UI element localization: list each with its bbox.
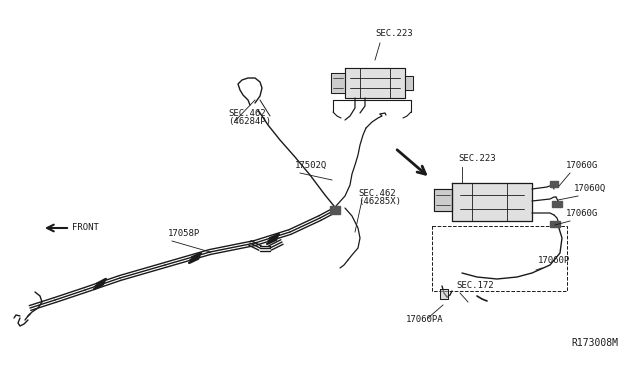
Text: SEC.172: SEC.172 (456, 281, 493, 290)
Polygon shape (405, 76, 413, 90)
Polygon shape (330, 206, 340, 214)
Text: 17502Q: 17502Q (295, 161, 327, 170)
Polygon shape (331, 73, 345, 93)
Text: 17058P: 17058P (168, 229, 200, 238)
Text: SEC.223: SEC.223 (458, 154, 495, 163)
Text: SEC.223: SEC.223 (375, 29, 413, 38)
Polygon shape (345, 68, 405, 98)
Text: SEC.462: SEC.462 (228, 109, 266, 118)
Polygon shape (434, 189, 452, 211)
Text: (46285X): (46285X) (358, 197, 401, 206)
Polygon shape (440, 289, 448, 299)
Text: 17060Q: 17060Q (574, 184, 606, 193)
Text: 17060P: 17060P (538, 256, 570, 265)
Text: 17060G: 17060G (566, 209, 598, 218)
Text: FRONT: FRONT (72, 224, 99, 232)
Text: (46284P): (46284P) (228, 117, 271, 126)
Text: SEC.462: SEC.462 (358, 189, 396, 198)
Polygon shape (550, 181, 558, 187)
Text: 17060G: 17060G (566, 161, 598, 170)
Text: 17060PA: 17060PA (406, 315, 444, 324)
Text: R173008M: R173008M (571, 338, 618, 348)
Polygon shape (552, 201, 562, 207)
Polygon shape (452, 183, 532, 221)
Polygon shape (550, 221, 560, 227)
